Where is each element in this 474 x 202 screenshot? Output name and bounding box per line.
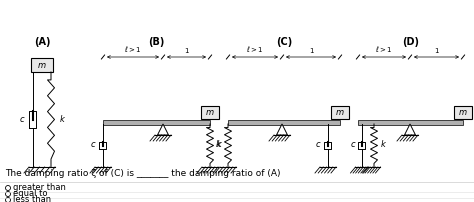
Bar <box>103 120 210 124</box>
Text: m: m <box>459 108 467 117</box>
Polygon shape <box>276 124 288 135</box>
Bar <box>331 106 349 119</box>
Text: (D): (D) <box>402 37 419 47</box>
Text: equal to: equal to <box>13 189 47 199</box>
Bar <box>31 58 53 72</box>
Text: m: m <box>336 108 344 117</box>
Text: $\ell>1$: $\ell>1$ <box>375 44 392 54</box>
Text: greater than: greater than <box>13 183 66 193</box>
Text: The damping ratio ζ of (C) is _______ the damping ratio of (A): The damping ratio ζ of (C) is _______ th… <box>5 169 281 179</box>
Text: $\ell>1$: $\ell>1$ <box>246 44 264 54</box>
Text: 1: 1 <box>184 48 189 54</box>
Text: c: c <box>20 115 24 124</box>
Text: (C): (C) <box>276 37 292 47</box>
Bar <box>201 106 219 119</box>
Text: less than: less than <box>13 196 51 202</box>
Text: k: k <box>381 140 385 149</box>
Text: (B): (B) <box>148 37 164 47</box>
Text: k: k <box>216 140 220 149</box>
Text: (A): (A) <box>34 37 50 47</box>
Polygon shape <box>404 124 416 135</box>
Bar <box>228 120 340 124</box>
Polygon shape <box>157 124 168 135</box>
Text: m: m <box>206 108 214 117</box>
Text: c: c <box>91 140 95 149</box>
Text: m: m <box>38 61 46 69</box>
Text: 1: 1 <box>309 48 313 54</box>
Bar <box>358 120 463 124</box>
Text: k: k <box>60 115 64 124</box>
Bar <box>454 106 472 119</box>
Text: c: c <box>316 140 320 149</box>
Text: 1: 1 <box>434 48 439 54</box>
Text: k: k <box>217 140 221 149</box>
Text: c: c <box>351 140 356 149</box>
Text: $\ell>1$: $\ell>1$ <box>124 44 142 54</box>
